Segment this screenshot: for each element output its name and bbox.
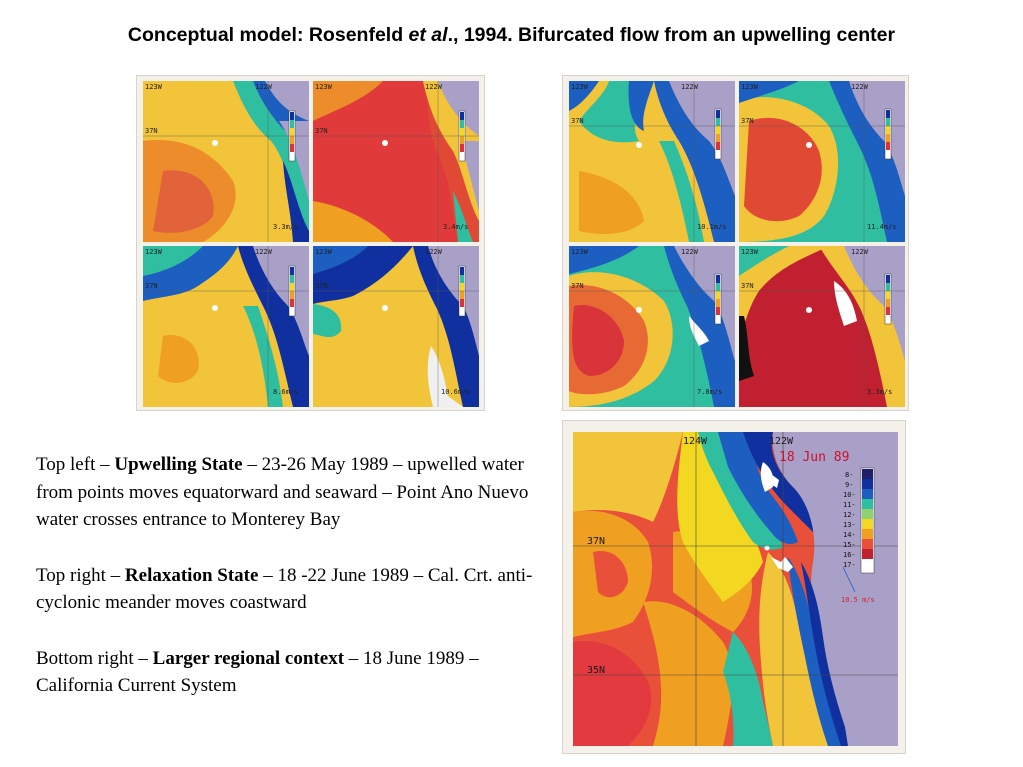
wind-label: 7.8m/s <box>697 388 722 396</box>
lon-label: 122W <box>255 83 273 91</box>
figure-description: Top left – Upwelling State – 23-26 May 1… <box>36 451 546 728</box>
lon-label: 122W <box>769 436 794 447</box>
satellite-panel: 123W 122W 37N 3.3m/s <box>143 81 309 242</box>
lon-label: 123W <box>571 83 589 91</box>
relaxation-state-caption: Top right – Relaxation State – 18 -22 Ju… <box>36 564 533 614</box>
upwelling-state-figure: 123W 122W 37N 3.3m/s 123W 122W 37N 3.4m/… <box>136 75 485 411</box>
title-text-end: ., 1994. Bifurcated flow from an upwelli… <box>447 24 896 46</box>
lat-label: 37N <box>145 282 158 290</box>
lon-label: 123W <box>145 248 163 256</box>
legend-tick: 10- <box>843 491 856 499</box>
regional-sst-map: 124W 122W 37N 35N 18 Jun 89 8- 9- 10- <box>573 432 898 746</box>
lat-label: 37N <box>315 127 328 135</box>
legend-tick: 17- <box>843 561 856 569</box>
lat-label: 37N <box>145 127 158 135</box>
lon-label: 124W <box>683 436 708 447</box>
wind-label: 8.6m/s <box>273 388 298 396</box>
lon-label: 123W <box>315 83 333 91</box>
lon-label: 123W <box>571 248 589 256</box>
lat-label: 37N <box>587 536 605 547</box>
satellite-panel: 123W 122W 37N 10.1m/s <box>569 81 735 242</box>
satellite-panel: 123W 122W 37N 11.4m/s <box>739 81 905 242</box>
satellite-panel: 123W 122W 37N 3.4m/s <box>313 81 479 242</box>
slide-title: Conceptual model: Rosenfeld et al., 1994… <box>0 24 1023 47</box>
regional-context-figure: 124W 122W 37N 35N 18 Jun 89 8- 9- 10- <box>562 420 906 754</box>
lon-label: 122W <box>425 83 443 91</box>
legend-tick: 12- <box>843 511 856 519</box>
lat-label: 37N <box>571 117 584 125</box>
satellite-panel: 123W 122W 37N 8.6m/s <box>143 246 309 407</box>
wind-label: 11.4m/s <box>867 223 897 231</box>
lat-label: 37N <box>315 282 328 290</box>
temperature-legend: 8- 9- 10- 11- 12- 13- 14- 15- 16- 17- <box>843 467 875 574</box>
wind-label: 3.3m/s <box>273 223 298 231</box>
wind-label: 10.6m/s <box>441 388 471 396</box>
lat-label: 37N <box>741 117 754 125</box>
legend-tick: 14- <box>843 531 856 539</box>
legend-tick: 16- <box>843 551 856 559</box>
wind-label: 3.3m/s <box>867 388 892 396</box>
lat-label: 37N <box>571 282 584 290</box>
legend-tick: 8- <box>845 471 853 479</box>
regional-context-caption: Bottom right – Larger regional context –… <box>36 647 479 697</box>
lon-label: 122W <box>851 248 869 256</box>
wind-label: 10.5 m/s <box>841 596 875 604</box>
lat-label: 37N <box>741 282 754 290</box>
lon-label: 122W <box>425 248 443 256</box>
legend-tick: 11- <box>843 501 856 509</box>
legend-tick: 13- <box>843 521 856 529</box>
lon-label: 122W <box>851 83 869 91</box>
wind-label: 10.1m/s <box>697 223 727 231</box>
date-label: 18 Jun 89 <box>779 450 849 465</box>
lon-label: 122W <box>681 83 699 91</box>
lon-label: 123W <box>741 248 759 256</box>
title-text: Conceptual model: Rosenfeld <box>127 24 409 46</box>
satellite-panel: 123W 122W 37N 3.3m/s <box>739 246 905 407</box>
wind-label: 3.4m/s <box>443 223 468 231</box>
lon-label: 122W <box>255 248 273 256</box>
title-italic: et al <box>408 24 448 46</box>
lon-label: 123W <box>741 83 759 91</box>
lon-label: 123W <box>145 83 163 91</box>
satellite-panel: 123W 122W 37N 10.6m/s <box>313 246 479 407</box>
satellite-panel: 123W 122W 37N 7.8m/s <box>569 246 735 407</box>
relaxation-state-figure: 123W 122W 37N 10.1m/s 123W 122W 37N 11.4… <box>562 75 909 411</box>
legend-tick: 15- <box>843 541 856 549</box>
lon-label: 123W <box>315 248 333 256</box>
lon-label: 122W <box>681 248 699 256</box>
lat-label: 35N <box>587 665 605 676</box>
legend-tick: 9- <box>845 481 853 489</box>
upwelling-state-caption: Top left – Upwelling State – 23-26 May 1… <box>36 454 529 530</box>
